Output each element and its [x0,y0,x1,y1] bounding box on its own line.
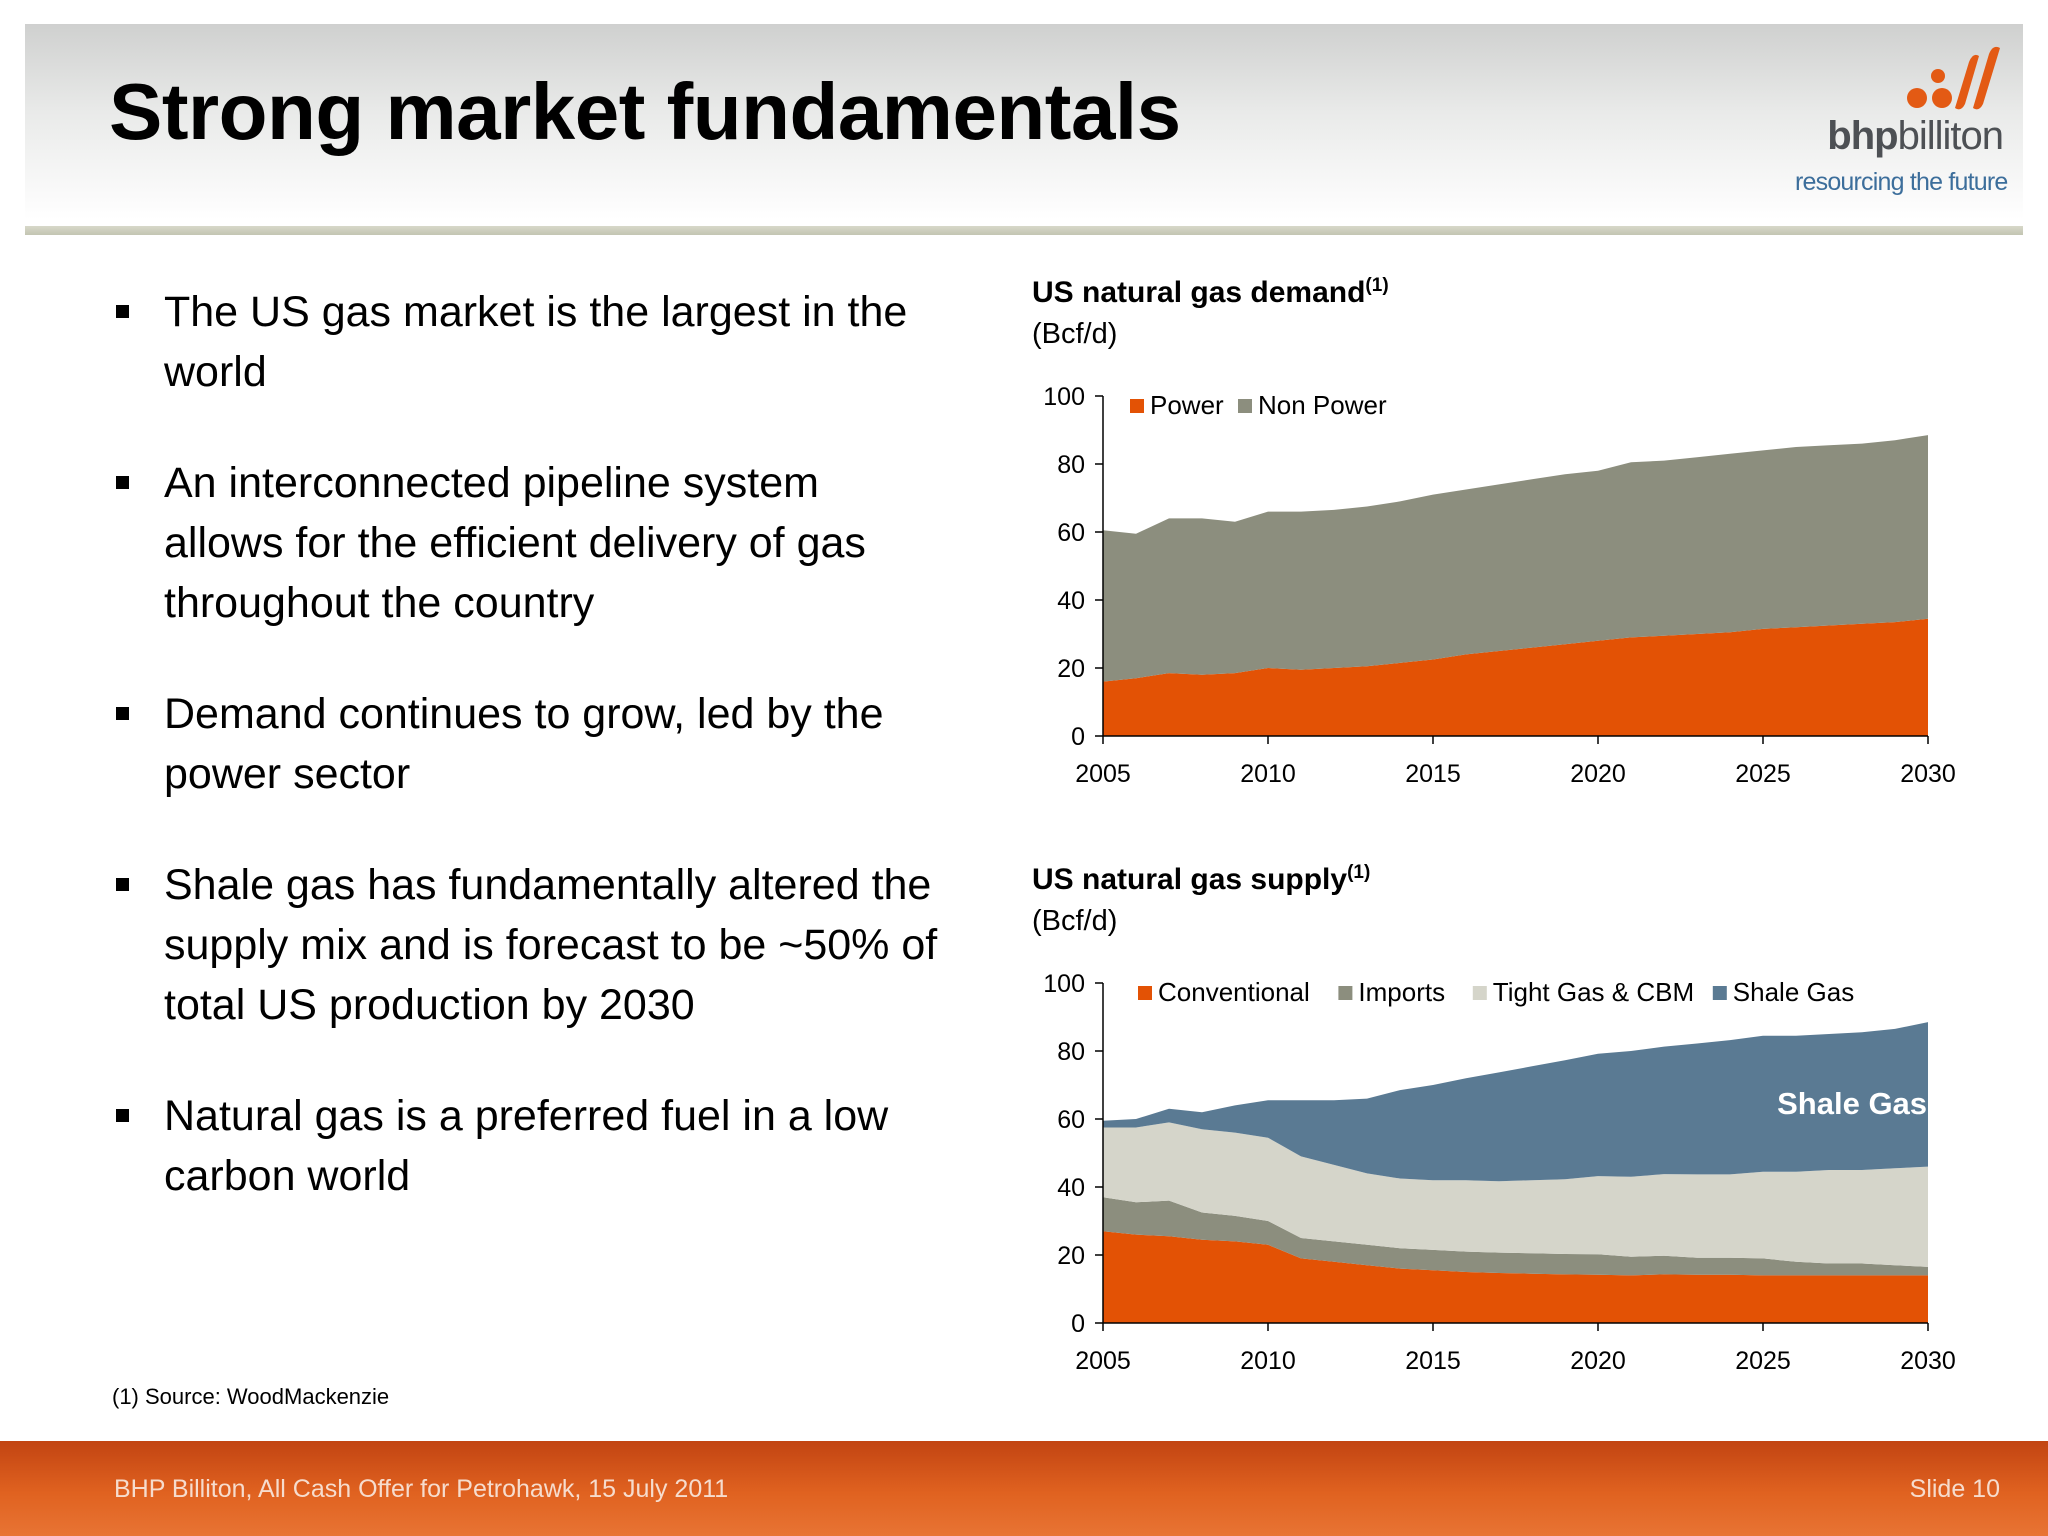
y-tick-label: 60 [1057,519,1085,547]
bullet-text: An interconnected pipeline system allows… [164,459,866,627]
y-tick-label: 0 [1071,723,1085,751]
bullet-text: Shale gas has fundamentally altered the … [164,861,938,1029]
legend-label: Tight Gas & CBM [1493,977,1694,1007]
series-area-power [1103,618,1928,736]
legend-swatch [1130,399,1144,413]
bhp-billiton-logo: bhpbilliton resourcing the future [1795,42,2008,202]
x-tick-label: 2020 [1570,1347,1626,1375]
x-tick-label: 2015 [1405,1347,1461,1375]
x-tick-label: 2005 [1075,760,1131,788]
chart-legend: Power Non Power [1130,390,1387,420]
y-tick-label: 100 [1043,383,1085,411]
demand-area-chart: 0 20 40 60 80 100 2005 2010 2015 2020 2025 2030 Powe… [1043,383,1956,788]
supply-area-chart: 0 20 40 60 80 100 2005 2010 2015 2020 2025 2030 Conv… [1043,970,1956,1375]
demand-chart-unit: (Bcf/d) [1032,318,1118,350]
bullet-text: The US gas market is the largest in the … [164,288,908,396]
y-tick-label: 80 [1057,1038,1085,1066]
chart-legend: Conventional Imports Tight Gas & CBM Shale … [1138,977,1854,1007]
source-footnote: (1) Source: WoodMackenzie [112,1384,390,1409]
x-tick-label: 2030 [1900,1347,1956,1375]
y-tick-label: 40 [1057,1174,1085,1202]
y-tick-label: 60 [1057,1106,1085,1134]
legend-swatch [1712,986,1727,1000]
x-tick-label: 2025 [1735,1347,1791,1375]
y-tick-label: 0 [1071,1310,1085,1338]
shale-gas-annotation: Shale Gas [1777,1086,1927,1121]
bullet-square-icon [116,878,129,891]
bullet-text: Demand continues to grow, led by the pow… [164,690,884,798]
x-tick-label: 2010 [1240,1347,1296,1375]
bullet-square-icon [116,305,129,318]
footer-band [0,1441,2048,1536]
x-tick-label: 2015 [1405,760,1461,788]
x-tick-label: 2025 [1735,760,1791,788]
series-area-imports [1103,1197,1928,1276]
bullet-square-icon [116,476,129,489]
header-divider [25,226,2023,235]
series-area-shale-gas [1103,1022,1928,1182]
legend-label: Shale Gas [1733,977,1854,1007]
legend-label: Imports [1358,977,1445,1007]
bhp-logo-mark-icon [1907,46,2000,110]
y-tick-label: 100 [1043,970,1085,998]
legend-swatch [1338,986,1353,1000]
legend-label: Conventional [1158,977,1310,1007]
footer-caption: BHP Billiton, All Cash Offer for Petroha… [114,1475,729,1503]
x-tick-label: 2020 [1570,760,1626,788]
bullet-square-icon [116,1109,129,1122]
logo-wordmark: bhpbilliton [1827,114,2004,158]
legend-label: Power [1150,390,1224,420]
y-tick-label: 20 [1057,655,1085,683]
y-tick-label: 80 [1057,451,1085,479]
supply-chart-title: US natural gas supply(1) [1032,862,1371,896]
header-band [25,24,2023,220]
series-area-non-power [1103,435,1928,682]
supply-chart-unit: (Bcf/d) [1032,905,1118,937]
y-tick-label: 20 [1057,1242,1085,1270]
x-tick-label: 2030 [1900,760,1956,788]
slide-number: Slide 10 [1909,1475,2000,1503]
legend-swatch [1238,399,1252,413]
x-tick-label: 2005 [1075,1347,1131,1375]
bullet-text: Natural gas is a preferred fuel in a low… [164,1092,889,1200]
legend-label: Non Power [1258,390,1387,420]
demand-chart-title: US natural gas demand(1) [1032,275,1389,309]
series-area-conventional [1103,1231,1928,1323]
y-tick-label: 40 [1057,587,1085,615]
bullet-square-icon [116,707,129,720]
legend-swatch [1138,986,1152,1000]
legend-swatch [1472,986,1487,1000]
x-tick-label: 2010 [1240,760,1296,788]
logo-tagline: resourcing the future [1795,168,2008,196]
series-area-tight-gas-cbm [1103,1122,1928,1267]
slide-title: Strong market fundamentals [109,67,1181,156]
